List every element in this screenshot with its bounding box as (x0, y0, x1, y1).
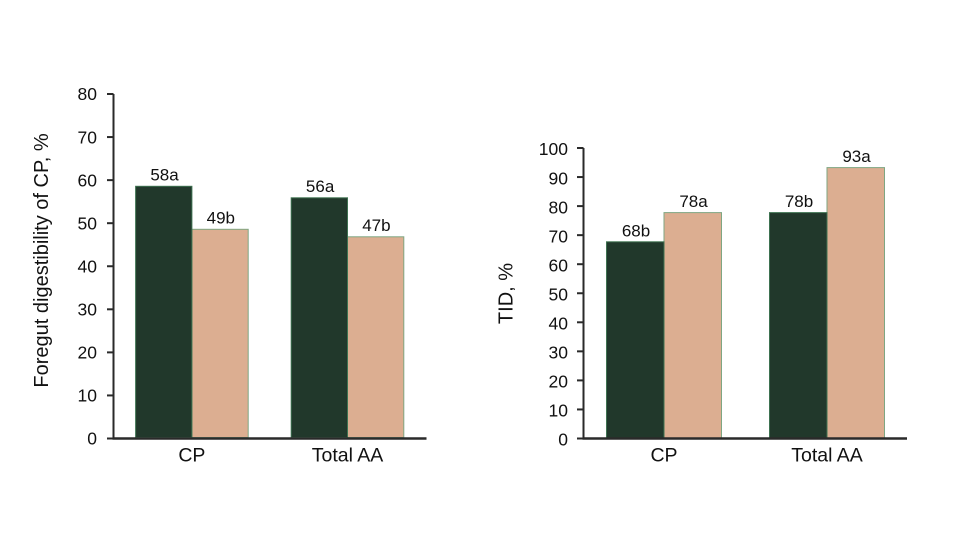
svg-text:70: 70 (549, 226, 569, 246)
svg-text:78a: 78a (679, 192, 708, 211)
svg-text:90: 90 (549, 168, 569, 188)
svg-text:70: 70 (78, 127, 98, 147)
svg-text:TID, %: TID, % (496, 263, 518, 324)
svg-text:Foregut digestibility of CP, %: Foregut digestibility of CP, % (31, 133, 53, 387)
svg-text:10: 10 (78, 386, 98, 406)
svg-text:93a: 93a (842, 147, 871, 166)
svg-text:49b: 49b (207, 209, 235, 228)
svg-text:68b: 68b (622, 221, 650, 240)
svg-text:Total AA: Total AA (312, 445, 384, 467)
svg-text:60: 60 (549, 255, 569, 275)
svg-text:47b: 47b (362, 216, 390, 235)
svg-text:80: 80 (549, 197, 569, 217)
svg-text:CP: CP (650, 445, 677, 467)
svg-text:0: 0 (558, 430, 568, 450)
svg-text:20: 20 (549, 372, 569, 392)
svg-text:30: 30 (78, 300, 98, 320)
svg-text:10: 10 (549, 401, 569, 421)
svg-text:CP: CP (178, 445, 205, 467)
svg-text:100: 100 (539, 139, 568, 159)
svg-text:Total AA: Total AA (791, 445, 863, 467)
svg-text:0: 0 (87, 429, 97, 449)
svg-text:58a: 58a (150, 166, 179, 185)
svg-text:78b: 78b (785, 192, 813, 211)
svg-text:50: 50 (78, 213, 98, 233)
svg-text:30: 30 (549, 343, 569, 363)
svg-text:56a: 56a (306, 177, 335, 196)
svg-text:40: 40 (78, 257, 98, 277)
svg-text:80: 80 (78, 84, 98, 104)
svg-text:20: 20 (78, 343, 98, 363)
svg-text:40: 40 (549, 314, 569, 334)
svg-text:50: 50 (549, 285, 569, 305)
svg-text:60: 60 (78, 170, 98, 190)
